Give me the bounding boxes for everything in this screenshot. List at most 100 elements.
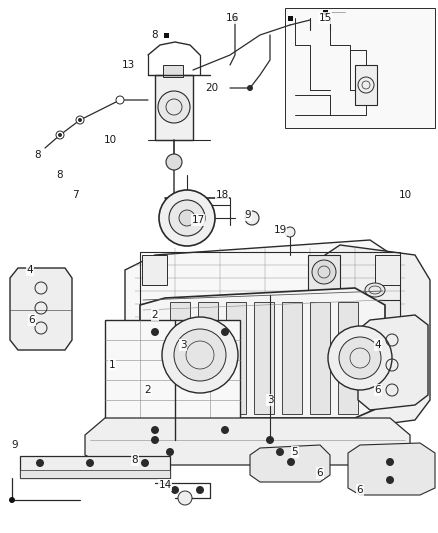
Text: 2: 2 bbox=[152, 310, 158, 320]
Ellipse shape bbox=[365, 371, 385, 385]
Circle shape bbox=[86, 459, 94, 467]
Circle shape bbox=[174, 329, 226, 381]
Circle shape bbox=[151, 436, 159, 444]
Bar bbox=[308, 255, 340, 290]
Polygon shape bbox=[140, 288, 385, 418]
Bar bbox=[163, 65, 183, 77]
Polygon shape bbox=[310, 245, 430, 430]
Circle shape bbox=[56, 131, 64, 139]
Bar bbox=[20, 456, 170, 478]
Text: 13: 13 bbox=[121, 60, 134, 70]
Circle shape bbox=[276, 448, 284, 456]
Text: 1: 1 bbox=[109, 360, 115, 370]
Polygon shape bbox=[250, 445, 330, 482]
Circle shape bbox=[9, 497, 15, 503]
Ellipse shape bbox=[365, 305, 385, 319]
Circle shape bbox=[312, 260, 336, 284]
Bar bbox=[198, 302, 218, 414]
Text: 10: 10 bbox=[103, 135, 117, 145]
Polygon shape bbox=[10, 268, 72, 350]
Circle shape bbox=[162, 317, 238, 393]
Circle shape bbox=[266, 436, 274, 444]
Text: 6: 6 bbox=[317, 468, 323, 478]
Text: 16: 16 bbox=[226, 13, 239, 23]
Circle shape bbox=[339, 337, 381, 379]
Polygon shape bbox=[125, 240, 415, 380]
Circle shape bbox=[328, 326, 392, 390]
Polygon shape bbox=[348, 443, 435, 495]
Text: 7: 7 bbox=[72, 190, 78, 200]
Text: 20: 20 bbox=[205, 83, 219, 93]
Text: 17: 17 bbox=[191, 215, 205, 225]
Ellipse shape bbox=[365, 283, 385, 297]
Circle shape bbox=[221, 328, 229, 336]
Bar bbox=[226, 302, 246, 414]
Circle shape bbox=[285, 227, 295, 237]
Bar bbox=[322, 10, 328, 14]
Text: 19: 19 bbox=[273, 225, 286, 235]
Bar bbox=[285, 8, 435, 128]
Circle shape bbox=[245, 211, 259, 225]
Text: 6: 6 bbox=[374, 385, 381, 395]
Text: 9: 9 bbox=[245, 210, 251, 220]
Circle shape bbox=[178, 491, 192, 505]
Bar bbox=[355, 65, 377, 105]
Circle shape bbox=[166, 448, 174, 456]
Text: 4: 4 bbox=[27, 265, 33, 275]
Bar bbox=[233, 15, 237, 20]
Circle shape bbox=[151, 328, 159, 336]
Bar bbox=[320, 300, 400, 380]
Text: 14: 14 bbox=[159, 480, 172, 490]
Circle shape bbox=[166, 154, 182, 170]
Bar bbox=[20, 470, 170, 478]
Circle shape bbox=[386, 458, 394, 466]
Text: 3: 3 bbox=[267, 395, 273, 405]
Circle shape bbox=[158, 91, 190, 123]
Ellipse shape bbox=[365, 327, 385, 341]
Text: 8: 8 bbox=[152, 30, 158, 40]
Text: 8: 8 bbox=[132, 455, 138, 465]
Circle shape bbox=[247, 85, 253, 91]
Circle shape bbox=[169, 200, 205, 236]
Circle shape bbox=[36, 459, 44, 467]
Bar bbox=[163, 33, 169, 37]
Text: 8: 8 bbox=[35, 150, 41, 160]
Circle shape bbox=[76, 116, 84, 124]
Bar bbox=[287, 15, 293, 20]
Polygon shape bbox=[358, 315, 428, 410]
Bar bbox=[310, 302, 330, 414]
Circle shape bbox=[151, 426, 159, 434]
Text: 5: 5 bbox=[292, 447, 298, 457]
Bar bbox=[282, 302, 302, 414]
Circle shape bbox=[179, 210, 195, 226]
Text: 10: 10 bbox=[399, 190, 412, 200]
Bar bbox=[142, 255, 167, 285]
Text: 18: 18 bbox=[215, 190, 229, 200]
Bar bbox=[375, 255, 400, 285]
Circle shape bbox=[159, 190, 215, 246]
Text: 9: 9 bbox=[12, 440, 18, 450]
Circle shape bbox=[58, 133, 62, 137]
Bar bbox=[105, 320, 240, 440]
Text: 4: 4 bbox=[374, 340, 381, 350]
Circle shape bbox=[221, 426, 229, 434]
Text: 2: 2 bbox=[145, 385, 151, 395]
Circle shape bbox=[287, 458, 295, 466]
Circle shape bbox=[386, 476, 394, 484]
Text: 8: 8 bbox=[57, 170, 64, 180]
Text: 3: 3 bbox=[180, 340, 186, 350]
Polygon shape bbox=[85, 418, 410, 465]
Circle shape bbox=[141, 459, 149, 467]
Circle shape bbox=[196, 486, 204, 494]
Circle shape bbox=[171, 486, 179, 494]
Circle shape bbox=[78, 118, 82, 122]
Text: 6: 6 bbox=[357, 485, 363, 495]
Bar bbox=[155, 75, 193, 140]
Bar bbox=[140, 252, 400, 372]
Bar bbox=[170, 302, 190, 414]
Text: 15: 15 bbox=[318, 13, 332, 23]
Circle shape bbox=[116, 96, 124, 104]
Ellipse shape bbox=[365, 349, 385, 363]
Text: 6: 6 bbox=[28, 315, 35, 325]
Bar bbox=[254, 302, 274, 414]
